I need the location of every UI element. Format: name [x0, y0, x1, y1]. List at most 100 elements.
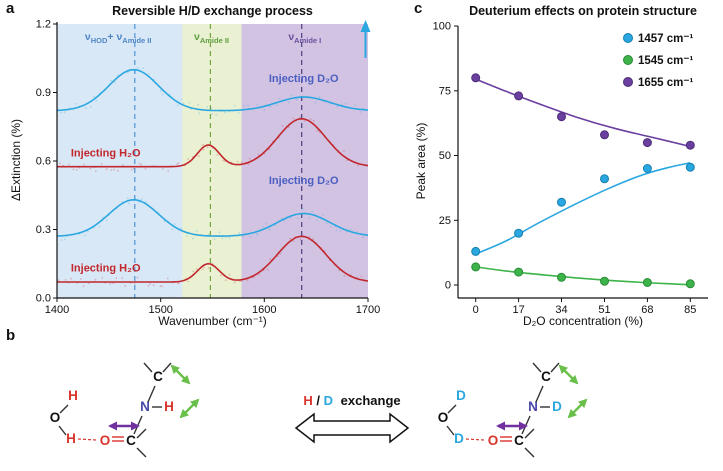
oh-bond	[58, 425, 67, 436]
noise-dot	[84, 234, 86, 237]
noise-dot	[106, 219, 108, 222]
data-point	[471, 73, 481, 83]
data-point	[642, 278, 652, 287]
noise-dot	[180, 98, 183, 101]
noise-dot	[124, 285, 127, 288]
noise-dot	[288, 101, 290, 104]
noise-dot	[203, 266, 205, 269]
noise-dot	[114, 81, 117, 84]
noise-dot	[93, 95, 95, 98]
data-point	[642, 164, 652, 173]
oh-bond	[59, 404, 69, 414]
data-point	[557, 112, 566, 122]
panel-a-ylabel: ΔExtinction (%)	[9, 118, 23, 202]
noise-dot	[233, 104, 236, 107]
noise-dot	[180, 227, 183, 230]
x-tick-label: 1700	[356, 304, 380, 316]
spectrum-curve	[57, 117, 369, 168]
x-tick-label: 1400	[45, 304, 69, 316]
noise-dot	[339, 230, 342, 232]
legend-label: 1545 cm⁻¹	[638, 55, 693, 67]
noise-dot	[176, 163, 179, 166]
panel-c-xlabel: D₂O concentration (%)	[522, 314, 644, 328]
noise-dot	[269, 258, 271, 261]
noise-dot	[215, 114, 218, 116]
panel-a-plot: Injecting D₂O Injecting H₂O Injecting D₂O I…	[36, 19, 381, 317]
noise-dot	[171, 228, 174, 231]
y-tick-label: 1.2	[36, 19, 51, 31]
noise-dot	[159, 285, 162, 287]
noise-dot	[336, 105, 339, 108]
noise-dot	[161, 93, 164, 96]
noise-dot	[178, 282, 180, 284]
noise-dot	[344, 102, 347, 105]
noise-dot	[177, 162, 180, 164]
noise-dot	[301, 208, 304, 211]
noise-dot	[213, 238, 216, 241]
data-point	[685, 140, 695, 150]
noise-dot	[206, 106, 209, 108]
curve-label: Injecting D₂O	[269, 175, 339, 187]
panel-b-label: b	[6, 327, 16, 344]
panel-c-label: c	[414, 0, 423, 17]
panel-b-diagram: O H H O C N H C H /	[50, 362, 588, 458]
noise-dot	[222, 159, 224, 162]
panel-a-title: Reversible H/D exchange process	[112, 4, 313, 18]
noise-dot	[72, 168, 75, 171]
panel-c-ylabel: Peak area (%)	[414, 122, 428, 200]
branch-bond	[136, 447, 147, 458]
equilibrium-double-arrow	[294, 412, 410, 444]
noise-dot	[101, 277, 104, 279]
noise-dot	[247, 104, 250, 106]
noise-dot	[343, 275, 346, 277]
noise-dot	[133, 282, 136, 285]
hod-plus-amide2-band	[57, 24, 183, 298]
noise-dot	[121, 277, 124, 280]
water-deuterium-bottom: D	[454, 431, 464, 446]
data-point	[642, 138, 652, 148]
noise-dot	[202, 148, 205, 151]
noise-dot	[280, 217, 283, 220]
noise-dot	[343, 150, 345, 152]
data-point	[685, 162, 695, 172]
noise-dot	[100, 162, 103, 165]
branch-bond	[136, 428, 147, 439]
noise-dot	[110, 79, 112, 82]
noise-dot	[207, 267, 210, 269]
noise-dot	[274, 224, 277, 227]
noise-dot	[76, 169, 78, 171]
noise-dot	[87, 282, 90, 285]
noise-dot	[296, 217, 299, 220]
noise-dot	[325, 222, 328, 225]
noise-dot	[188, 101, 191, 104]
noise-dot	[105, 168, 108, 171]
water-oxygen: O	[438, 410, 449, 425]
curve-label: Injecting H₂O	[71, 263, 141, 275]
noise-dot	[224, 111, 227, 114]
noise-dot	[290, 94, 293, 97]
y-tick-label: 0.9	[36, 87, 51, 99]
legend-marker	[623, 33, 633, 43]
legend-label: 1457 cm⁻¹	[638, 33, 693, 45]
noise-dot	[126, 71, 129, 74]
legend-label: 1655 cm⁻¹	[638, 77, 693, 89]
vibration-arrow-green	[567, 398, 588, 419]
noise-dot	[329, 225, 332, 228]
od-bond	[447, 404, 457, 414]
noise-dot	[132, 167, 135, 170]
hydrogen-bond-dashed	[465, 438, 485, 441]
noise-dot	[281, 125, 284, 128]
noise-dot	[192, 237, 194, 240]
noise-dot	[182, 102, 185, 104]
vibration-arrow-green	[179, 398, 200, 419]
nc-bond	[147, 385, 156, 403]
y-tick-label: 100	[433, 21, 451, 33]
noise-dot	[113, 168, 115, 171]
noise-dot	[314, 101, 317, 104]
noise-dot	[295, 98, 298, 101]
noise-dot	[268, 228, 271, 231]
x-tick-label: 17	[512, 304, 524, 316]
amide-deuterium: D	[552, 399, 562, 414]
noise-dot	[311, 210, 314, 213]
